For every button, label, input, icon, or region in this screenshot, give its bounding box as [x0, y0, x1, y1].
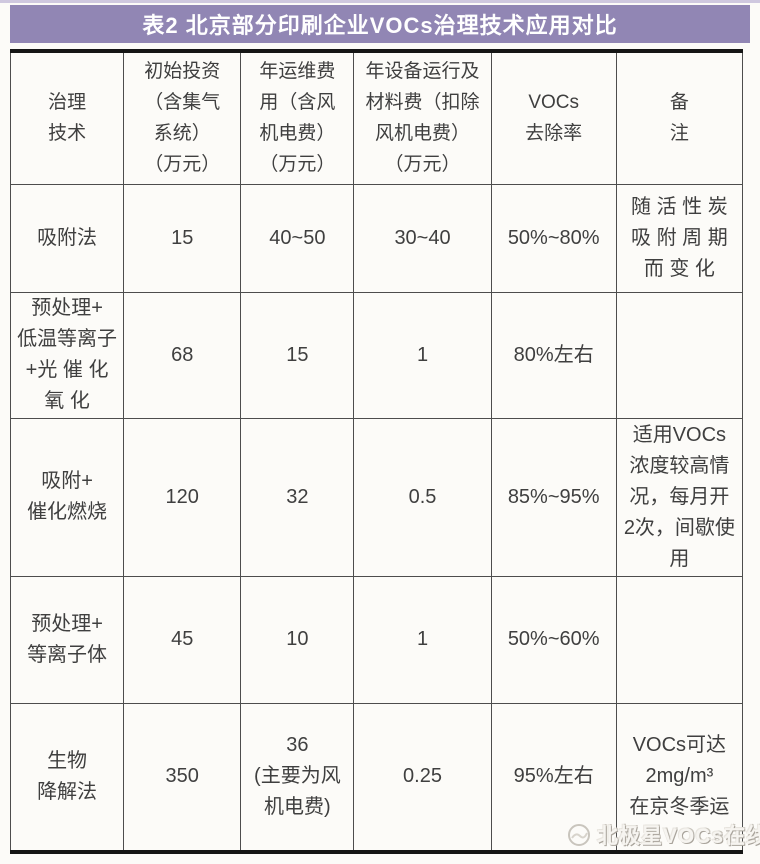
table-row-pretreatment-plasma: 预处理+ 等离子体 45 10 1 50%~60%	[9, 575, 744, 704]
table-row-biodegradation: 生物 降解法 350 36 (主要为风 机电费) 0.25 95%左右 VOCs…	[9, 702, 744, 853]
table-row-adsorption-catalytic-combustion: 吸附+ 催化燃烧 120 32 0.5 85%~95% 适用VOCs 浓度较高情…	[9, 417, 744, 577]
cell-row1-removal-rate: 50%~80%	[490, 183, 617, 293]
cell-row5-initial-investment: 350	[123, 702, 242, 853]
cell-row3-annual-om-cost: 32	[240, 417, 355, 577]
col-header-annual-om-cost: 年运维费 用（含风 机电费） （万元）	[240, 50, 355, 185]
page-title: 表2 北京部分印刷企业VOCs治理技术应用对比	[10, 5, 750, 43]
cell-row4-technology: 预处理+ 等离子体	[9, 575, 125, 704]
col-header-technology: 治理 技术	[9, 50, 125, 185]
col-header-initial-investment: 初始投资 （含集气 系统） （万元）	[123, 50, 242, 185]
cell-row3-remarks: 适用VOCs 浓度较高情 况，每月开 2次，间歇使 用	[615, 417, 744, 577]
cell-row1-operating-material-cost: 30~40	[353, 183, 492, 293]
table-row-adsorption: 吸附法 15 40~50 30~40 50%~80% 随 活 性 炭 吸 附 周…	[9, 183, 744, 293]
cell-row1-remarks: 随 活 性 炭 吸 附 周 期 而 变 化	[615, 183, 744, 293]
cell-row5-operating-material-cost: 0.25	[353, 702, 492, 853]
cell-row5-removal-rate: 95%左右	[490, 702, 617, 853]
top-strip	[0, 0, 760, 3]
col-header-annual-operating-material-cost: 年设备运行及 材料费（扣除 风机电费） （万元）	[353, 50, 492, 185]
cell-row3-operating-material-cost: 0.5	[353, 417, 492, 577]
table-row-pretreatment-plasma-photocatalytic: 预处理+ 低温等离子 +光 催 化 氧 化 68 15 1 80%左右	[9, 291, 744, 419]
cell-row2-initial-investment: 68	[123, 291, 242, 419]
cell-row3-technology: 吸附+ 催化燃烧	[9, 417, 125, 577]
cell-row1-annual-om-cost: 40~50	[240, 183, 355, 293]
voc-treatment-table: 治理 技术 初始投资 （含集气 系统） （万元） 年运维费 用（含风 机电费） …	[9, 49, 744, 854]
comparison-table: 治理 技术 初始投资 （含集气 系统） （万元） 年运维费 用（含风 机电费） …	[9, 49, 744, 854]
cell-row4-operating-material-cost: 1	[353, 575, 492, 704]
header-row: 治理 技术 初始投资 （含集气 系统） （万元） 年运维费 用（含风 机电费） …	[9, 50, 744, 185]
col-header-remarks: 备 注	[615, 50, 744, 185]
cell-row5-technology: 生物 降解法	[9, 702, 125, 853]
col-header-vocs-removal-rate: VOCs 去除率	[490, 50, 617, 185]
cell-row4-removal-rate: 50%~60%	[490, 575, 617, 704]
cell-row1-technology: 吸附法	[9, 183, 125, 293]
cell-row4-initial-investment: 45	[123, 575, 242, 704]
cell-row2-operating-material-cost: 1	[353, 291, 492, 419]
cell-row1-initial-investment: 15	[123, 183, 242, 293]
cell-row2-removal-rate: 80%左右	[490, 291, 617, 419]
cell-row5-annual-om-cost: 36 (主要为风 机电费)	[240, 702, 355, 853]
cell-row2-annual-om-cost: 15	[240, 291, 355, 419]
cell-row3-removal-rate: 85%~95%	[490, 417, 617, 577]
cell-row4-remarks	[615, 575, 744, 704]
cell-row2-technology: 预处理+ 低温等离子 +光 催 化 氧 化	[9, 291, 125, 419]
cell-row4-annual-om-cost: 10	[240, 575, 355, 704]
cell-row3-initial-investment: 120	[123, 417, 242, 577]
cell-row5-remarks: VOCs可达 2mg/m³ 在京冬季运	[615, 702, 744, 853]
cell-row2-remarks	[615, 291, 744, 419]
